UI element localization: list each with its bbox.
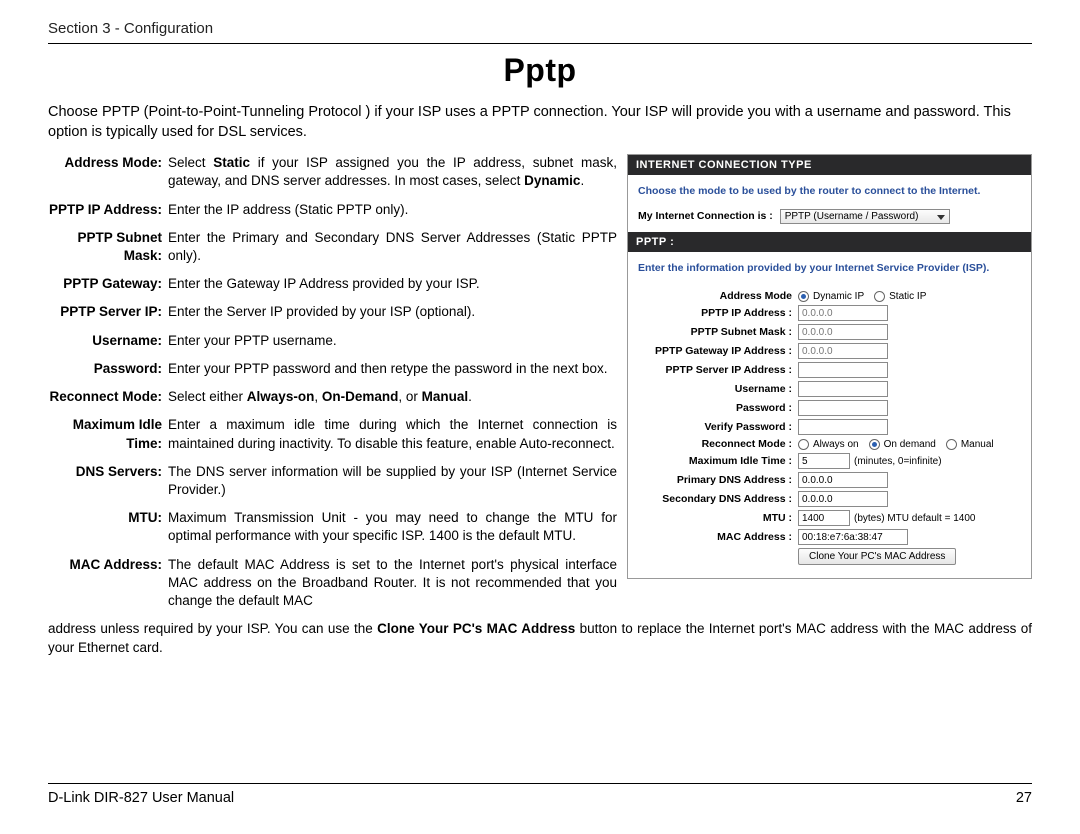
- pptp-form: Address Mode Dynamic IP Static IP PPTP I…: [628, 288, 1031, 578]
- definition-desc: Enter the Primary and Secondary DNS Serv…: [168, 229, 617, 265]
- definition-row: PPTP IP Address:Enter the IP address (St…: [48, 201, 617, 219]
- definition-desc: Enter the Gateway IP Address provided by…: [168, 275, 617, 293]
- radio-dynamic-label: Dynamic IP: [813, 291, 864, 302]
- input-idle-time[interactable]: [798, 453, 850, 469]
- label-username: Username :: [638, 383, 798, 395]
- radio-always-label: Always on: [813, 439, 859, 450]
- connection-dropdown[interactable]: PPTP (Username / Password): [780, 209, 950, 224]
- label-verify-password: Verify Password :: [638, 421, 798, 433]
- definition-desc: The DNS server information will be suppl…: [168, 463, 617, 499]
- footer-page-number: 27: [1016, 790, 1032, 806]
- definition-row: MAC Address:The default MAC Address is s…: [48, 556, 617, 611]
- radio-manual-label: Manual: [961, 439, 994, 450]
- definition-term: PPTP IP Address:: [48, 201, 168, 219]
- panel-header-pptp: PPTP :: [628, 232, 1031, 252]
- definition-row: MTU:Maximum Transmission Unit - you may …: [48, 509, 617, 545]
- definition-term: DNS Servers:: [48, 463, 168, 499]
- radio-static-ip[interactable]: [874, 291, 885, 302]
- radio-on-demand[interactable]: [869, 439, 880, 450]
- definition-desc: Enter the IP address (Static PPTP only).: [168, 201, 617, 219]
- definition-desc: Enter a maximum idle time during which t…: [168, 416, 617, 452]
- label-password: Password :: [638, 402, 798, 414]
- footer-rule: [48, 783, 1032, 784]
- page-title: Pptp: [48, 52, 1032, 89]
- panel-header-ict: INTERNET CONNECTION TYPE: [628, 155, 1031, 175]
- radio-dynamic-ip[interactable]: [798, 291, 809, 302]
- definition-desc: Enter your PPTP password and then retype…: [168, 360, 617, 378]
- definition-row: Password:Enter your PPTP password and th…: [48, 360, 617, 378]
- definition-list: Address Mode:Select Static if your ISP a…: [48, 154, 617, 620]
- input-username[interactable]: [798, 381, 888, 397]
- input-pptp-mask[interactable]: [798, 324, 888, 340]
- radio-static-label: Static IP: [889, 291, 926, 302]
- header-rule: [48, 43, 1032, 44]
- input-primary-dns[interactable]: [798, 472, 888, 488]
- radio-manual[interactable]: [946, 439, 957, 450]
- radio-always-on[interactable]: [798, 439, 809, 450]
- label-secondary-dns: Secondary DNS Address :: [638, 493, 798, 505]
- label-mac: MAC Address :: [638, 531, 798, 543]
- input-verify-password[interactable]: [798, 419, 888, 435]
- definition-desc: Enter the Server IP provided by your ISP…: [168, 303, 617, 321]
- label-pptp-mask: PPTP Subnet Mask :: [638, 326, 798, 338]
- panel-hint-2: Enter the information provided by your I…: [638, 262, 1021, 274]
- definition-row: PPTP Gateway:Enter the Gateway IP Addres…: [48, 275, 617, 293]
- label-mtu: MTU :: [638, 512, 798, 524]
- label-pptp-srv: PPTP Server IP Address :: [638, 364, 798, 376]
- input-mac[interactable]: [798, 529, 908, 545]
- section-header: Section 3 - Configuration: [48, 20, 1032, 37]
- definition-row: Reconnect Mode:Select either Always-on, …: [48, 388, 617, 406]
- label-address-mode: Address Mode: [638, 290, 798, 302]
- definition-term: Address Mode:: [48, 154, 168, 190]
- label-idle-time: Maximum Idle Time :: [638, 455, 798, 467]
- definition-term: Maximum Idle Time:: [48, 416, 168, 452]
- footer-manual-title: D-Link DIR-827 User Manual: [48, 790, 234, 806]
- definition-desc: Enter your PPTP username.: [168, 332, 617, 350]
- label-reconnect-mode: Reconnect Mode :: [638, 438, 798, 450]
- radio-ondemand-label: On demand: [884, 439, 936, 450]
- intro-text: Choose PPTP (Point-to-Point-Tunneling Pr…: [48, 103, 1032, 142]
- input-secondary-dns[interactable]: [798, 491, 888, 507]
- clone-mac-button[interactable]: Clone Your PC's MAC Address: [798, 548, 956, 565]
- definition-row: DNS Servers:The DNS server information w…: [48, 463, 617, 499]
- idle-suffix: (minutes, 0=infinite): [854, 456, 942, 467]
- input-pptp-srv[interactable]: [798, 362, 888, 378]
- router-screenshot-panel: INTERNET CONNECTION TYPE Choose the mode…: [627, 154, 1032, 579]
- definition-desc: Select Static if your ISP assigned you t…: [168, 154, 617, 190]
- label-pptp-ip: PPTP IP Address :: [638, 307, 798, 319]
- mtu-suffix: (bytes) MTU default = 1400: [854, 513, 975, 524]
- definition-desc: The default MAC Address is set to the In…: [168, 556, 617, 611]
- definition-row: Maximum Idle Time:Enter a maximum idle t…: [48, 416, 617, 452]
- definition-term: PPTP Subnet Mask:: [48, 229, 168, 265]
- panel-hint-1: Choose the mode to be used by the router…: [638, 185, 1021, 197]
- label-primary-dns: Primary DNS Address :: [638, 474, 798, 486]
- definition-term: Username:: [48, 332, 168, 350]
- definition-row: Address Mode:Select Static if your ISP a…: [48, 154, 617, 190]
- definition-row: PPTP Server IP:Enter the Server IP provi…: [48, 303, 617, 321]
- definition-term: Reconnect Mode:: [48, 388, 168, 406]
- input-password[interactable]: [798, 400, 888, 416]
- definition-term: PPTP Gateway:: [48, 275, 168, 293]
- definition-desc: Maximum Transmission Unit - you may need…: [168, 509, 617, 545]
- label-pptp-gw: PPTP Gateway IP Address :: [638, 345, 798, 357]
- definition-row: Username:Enter your PPTP username.: [48, 332, 617, 350]
- definition-term: MTU:: [48, 509, 168, 545]
- input-mtu[interactable]: [798, 510, 850, 526]
- input-pptp-ip[interactable]: [798, 305, 888, 321]
- definition-term: PPTP Server IP:: [48, 303, 168, 321]
- mac-continuation: address unless required by your ISP. You…: [48, 620, 1032, 656]
- definition-term: Password:: [48, 360, 168, 378]
- conn-label: My Internet Connection is :: [638, 210, 773, 222]
- definition-term: MAC Address:: [48, 556, 168, 611]
- input-pptp-gw[interactable]: [798, 343, 888, 359]
- definition-row: PPTP Subnet Mask:Enter the Primary and S…: [48, 229, 617, 265]
- definition-desc: Select either Always-on, On-Demand, or M…: [168, 388, 617, 406]
